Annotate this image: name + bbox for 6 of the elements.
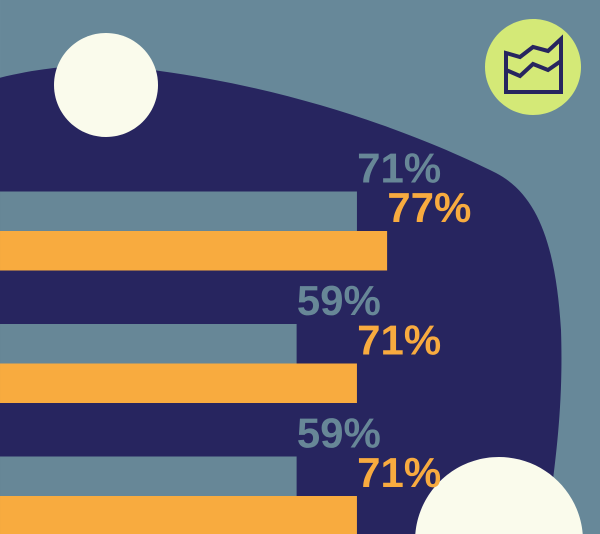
data-label: 71%	[358, 458, 440, 488]
data-label: 59%	[298, 418, 380, 448]
data-label: 77%	[389, 192, 470, 222]
data-label: 71%	[358, 325, 440, 355]
data-label: 59%	[298, 286, 380, 316]
data-label: 71%	[358, 153, 440, 183]
